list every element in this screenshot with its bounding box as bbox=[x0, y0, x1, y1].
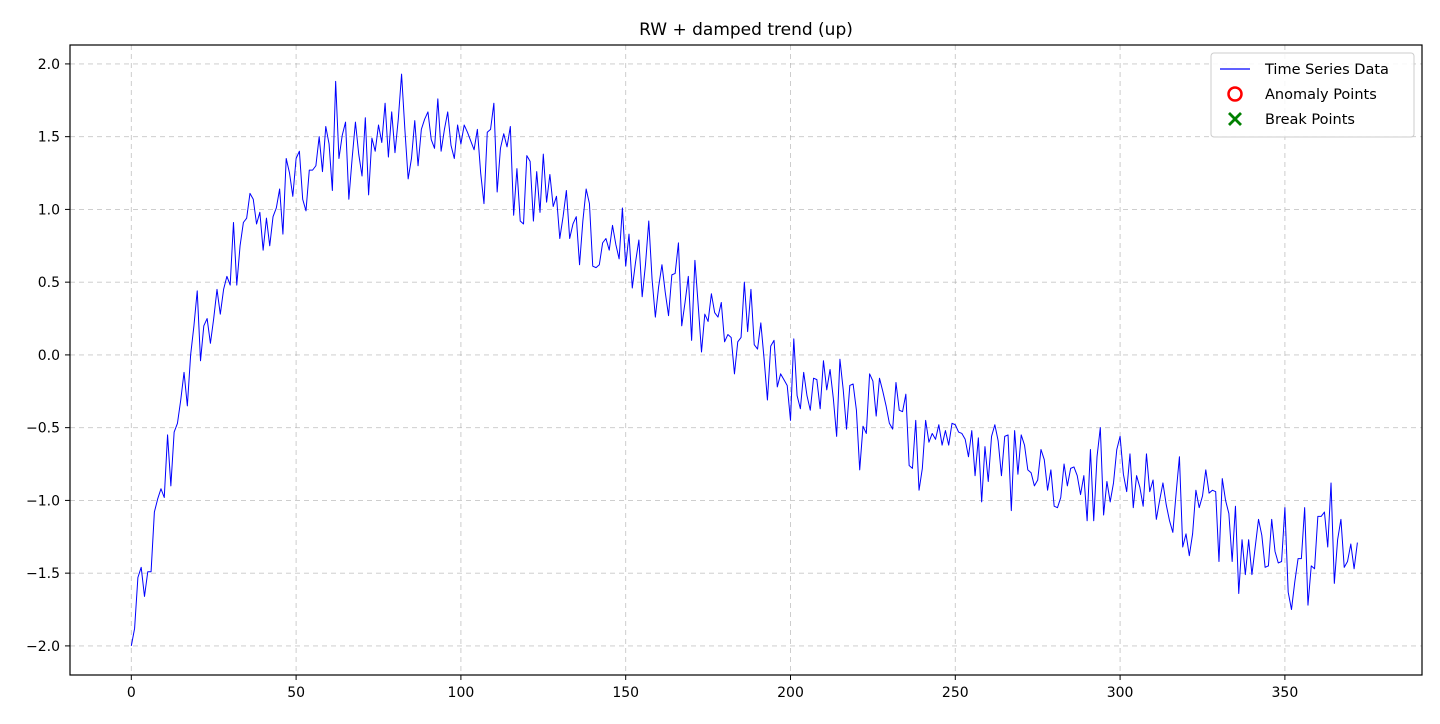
y-tick-label: 0.5 bbox=[38, 275, 60, 291]
legend-label: Anomaly Points bbox=[1265, 87, 1377, 103]
y-tick-label: −2.0 bbox=[26, 639, 60, 655]
y-tick-label: 0.0 bbox=[38, 348, 60, 364]
legend-x-marker bbox=[1228, 112, 1242, 126]
x-tick-label: 50 bbox=[287, 685, 305, 701]
x-tick-label: 200 bbox=[777, 685, 804, 701]
x-tick-label: 100 bbox=[448, 685, 475, 701]
legend-label: Time Series Data bbox=[1264, 62, 1389, 78]
y-tick-label: −1.0 bbox=[26, 493, 60, 509]
legend-circle-marker bbox=[1227, 86, 1243, 102]
x-tick-label: 0 bbox=[127, 685, 136, 701]
y-tick-label: −1.5 bbox=[26, 566, 60, 582]
x-tick-label: 300 bbox=[1107, 685, 1134, 701]
y-tick-label: −0.5 bbox=[26, 421, 60, 437]
legend-box bbox=[1210, 52, 1415, 138]
y-tick-label: 1.0 bbox=[38, 202, 60, 218]
chart-title: RW + damped trend (up) bbox=[639, 20, 853, 40]
plot-frame bbox=[69, 44, 1423, 676]
axis-ticks: 0 50 100 150 200 250 300 350 −2.0 −1.5 −1.0 −0.5 0.0… bbox=[26, 57, 1298, 701]
y-tick-label: 2.0 bbox=[38, 57, 60, 73]
legend-label: Break Points bbox=[1265, 112, 1355, 128]
x-tick-label: 150 bbox=[612, 685, 639, 701]
series-line bbox=[130, 73, 1358, 646]
y-tick-label: 1.5 bbox=[38, 130, 60, 146]
x-tick-label: 350 bbox=[1272, 685, 1299, 701]
series-layer bbox=[130, 73, 1358, 646]
x-tick-label: 250 bbox=[942, 685, 969, 701]
grid-lines bbox=[70, 45, 1422, 675]
legend: Time Series Data Anomaly Points Break Poin… bbox=[1210, 52, 1415, 138]
